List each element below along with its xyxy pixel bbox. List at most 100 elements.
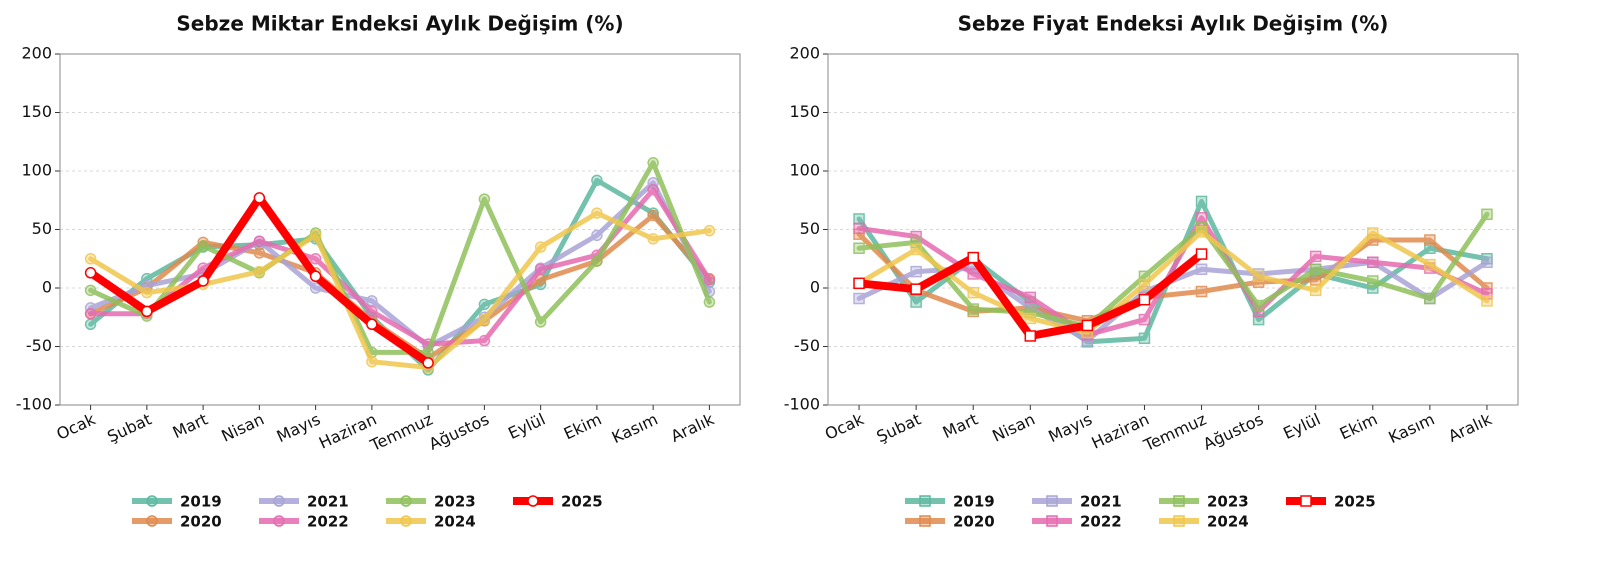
data-point <box>1309 250 1322 263</box>
x-tick-label: Haziran <box>1089 409 1152 452</box>
x-tick-label: Kasım <box>1386 409 1438 447</box>
data-point <box>197 240 209 252</box>
y-tick-label: 0 <box>810 278 820 297</box>
data-point <box>703 224 716 237</box>
legend-label: 2020 <box>953 513 995 531</box>
data-point <box>1024 312 1037 325</box>
legend-marker <box>146 495 158 507</box>
data-point <box>910 296 922 308</box>
series-line <box>856 215 1490 338</box>
x-tick-label: Ekim <box>561 409 605 443</box>
data-point <box>647 183 659 196</box>
data-point <box>703 274 716 286</box>
y-tick-label: 0 <box>42 278 52 297</box>
x-tick-label: Temmuz <box>1140 409 1209 455</box>
data-point <box>853 242 865 254</box>
legend-label: 2025 <box>1334 493 1376 511</box>
data-point <box>591 255 603 267</box>
legend-label: 2019 <box>953 493 995 511</box>
data-point <box>1252 313 1265 326</box>
legend-label: 2022 <box>307 513 349 531</box>
data-point <box>1195 212 1208 224</box>
data-point <box>84 318 97 331</box>
data-point <box>967 303 979 315</box>
y-tick-label: -100 <box>784 395 820 414</box>
x-tick-label: Ağustos <box>1200 409 1266 453</box>
data-point <box>84 267 97 279</box>
y-tick-label: 50 <box>32 219 52 238</box>
data-point <box>1138 293 1151 306</box>
data-point <box>647 209 659 222</box>
data-point <box>1138 278 1151 291</box>
y-tick-label: -50 <box>794 336 820 355</box>
y-tick-label: -100 <box>16 395 52 414</box>
data-point <box>591 229 603 242</box>
data-point <box>309 270 322 283</box>
series <box>84 157 716 359</box>
plot-frame <box>827 53 1519 406</box>
legend-marker <box>1173 495 1185 507</box>
data-point <box>309 282 322 294</box>
x-tick-label: Nisan <box>218 409 267 445</box>
data-point <box>967 268 979 280</box>
series <box>853 248 1208 342</box>
series-line <box>856 229 1490 335</box>
data-point <box>591 207 603 219</box>
data-point <box>309 253 322 265</box>
data-point <box>141 286 153 299</box>
data-point <box>534 241 547 253</box>
x-tick-label: Mayıs <box>274 409 324 446</box>
y-tick-label: 200 <box>21 44 52 63</box>
legend-marker <box>273 495 285 507</box>
data-point <box>197 275 209 287</box>
data-point <box>478 298 491 311</box>
data-point <box>1195 248 1208 260</box>
data-point <box>1481 208 1493 221</box>
data-point <box>141 305 153 318</box>
legend-label: 2023 <box>434 493 476 511</box>
chart-title: Sebze Fiyat Endeksi Aylık Değişim (%) <box>958 12 1389 36</box>
data-point <box>853 292 865 305</box>
legend-label: 2022 <box>1080 513 1122 531</box>
x-tick-label: Ağustos <box>426 409 492 453</box>
x-tick-label: Eylül <box>1280 409 1323 443</box>
x-tick-label: Şubat <box>874 409 924 446</box>
x-tick-label: Ocak <box>53 409 98 444</box>
series-line <box>856 211 1490 330</box>
legend-label: 2021 <box>307 493 349 511</box>
legend-marker <box>919 495 931 507</box>
data-point <box>1424 258 1436 271</box>
data-point <box>1309 263 1322 276</box>
data-point <box>366 295 378 307</box>
data-point <box>1481 295 1493 307</box>
legend-label: 2025 <box>561 493 603 511</box>
data-point <box>1424 234 1436 246</box>
x-tick-label: Nisan <box>989 409 1038 445</box>
legend-label: 2021 <box>1080 493 1122 511</box>
plot-frame <box>59 53 741 406</box>
data-point <box>478 193 491 205</box>
data-point <box>591 174 603 187</box>
data-point <box>1195 285 1208 298</box>
data-point <box>253 235 266 247</box>
data-point <box>1367 256 1379 269</box>
series-line <box>88 180 712 349</box>
x-tick-label: Ocak <box>822 409 867 444</box>
data-point <box>478 313 491 326</box>
data-point <box>1424 292 1436 305</box>
data-point <box>703 296 716 308</box>
x-tick-label: Mart <box>940 409 981 442</box>
data-point <box>253 265 266 278</box>
y-tick-label: -50 <box>26 336 52 355</box>
legend-marker <box>146 515 158 527</box>
legend-marker <box>1173 515 1185 527</box>
data-point <box>1309 284 1322 297</box>
data-point <box>1195 226 1208 238</box>
data-point <box>366 318 378 331</box>
data-point <box>1252 270 1265 283</box>
data-point <box>84 253 97 265</box>
data-point <box>1367 227 1379 239</box>
y-tick-label: 150 <box>21 102 52 121</box>
x-tick-label: Eylül <box>505 409 548 443</box>
y-tick-label: 200 <box>789 44 820 63</box>
